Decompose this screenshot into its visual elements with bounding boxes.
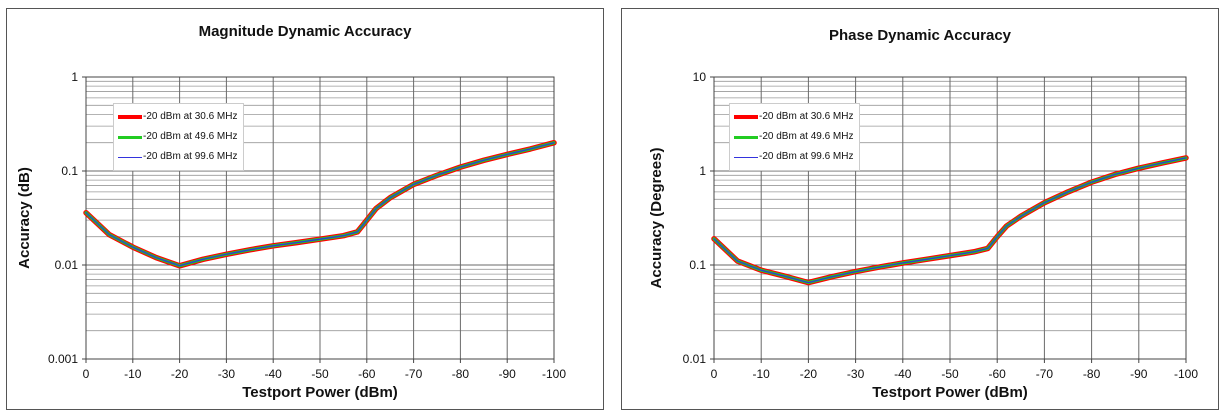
x-tick-label: -10 xyxy=(124,367,142,381)
y-tick-label: 0.1 xyxy=(61,164,78,178)
x-tick-label: -30 xyxy=(847,367,865,381)
y-axis-label: Accuracy (dB) xyxy=(16,167,33,269)
y-tick-label: 1 xyxy=(71,70,78,84)
x-tick-label: -40 xyxy=(265,367,283,381)
legend-label: -20 dBm at 49.6 MHz xyxy=(759,131,854,142)
legend-entry: -20 dBm at 49.6 MHz xyxy=(734,127,853,147)
x-tick-label: -40 xyxy=(894,367,912,381)
x-axis-label: Testport Power (dBm) xyxy=(872,384,1028,401)
x-tick-label: -20 xyxy=(171,367,189,381)
legend-label: -20 dBm at 30.6 MHz xyxy=(759,111,854,122)
y-tick-label: 0.01 xyxy=(55,258,79,272)
phase-chart-plot: 0 -10 -20 -30 -40 -50 -60 -70 -80 -90 -100 10 1 0.1 0.… xyxy=(648,70,1198,401)
x-tick-label: -100 xyxy=(542,367,566,381)
x-tick-label: -10 xyxy=(753,367,771,381)
x-tick-label: -80 xyxy=(452,367,470,381)
phase-chart-panel: Phase Dynamic Accuracy 0 -10 -20 -30 -40 -50 -… xyxy=(621,8,1219,410)
plot-frame xyxy=(713,76,1187,360)
legend-swatch xyxy=(118,156,142,158)
legend-swatch xyxy=(734,156,758,158)
legend-swatch xyxy=(118,135,142,139)
x-axis-label: Testport Power (dBm) xyxy=(242,384,398,401)
y-tick-label: 0.1 xyxy=(689,258,706,272)
legend-entry: -20 dBm at 49.6 MHz xyxy=(118,127,237,147)
y-tick-label: 1 xyxy=(699,164,706,178)
legend-label: -20 dBm at 49.6 MHz xyxy=(143,131,238,142)
x-tick-label: 0 xyxy=(711,367,718,381)
y-axis-label: Accuracy (Degrees) xyxy=(648,148,665,289)
legend-swatch xyxy=(118,115,142,119)
y-tick-label: 0.01 xyxy=(683,352,707,366)
x-tick-label: -20 xyxy=(800,367,818,381)
plot-frame xyxy=(85,76,555,360)
x-tick-label: -100 xyxy=(1174,367,1198,381)
legend-swatch xyxy=(734,135,758,139)
legend-label: -20 dBm at 30.6 MHz xyxy=(143,111,238,122)
x-tick-label: -70 xyxy=(405,367,423,381)
x-tick-label: 0 xyxy=(83,367,90,381)
x-tick-label: -70 xyxy=(1036,367,1054,381)
series-line xyxy=(85,142,555,267)
legend-entry: -20 dBm at 99.6 MHz xyxy=(734,147,853,167)
series-line xyxy=(713,157,1187,284)
legend-label: -20 dBm at 99.6 MHz xyxy=(759,151,854,162)
x-tick-label: -90 xyxy=(1130,367,1148,381)
magnitude-chart-plot: 0 -10 -20 -30 -40 -50 -60 -70 -80 -90 -100 1 0.1 0.01… xyxy=(16,70,566,401)
magnitude-chart-panel: Magnitude Dynamic Accuracy 0 -10 -20 -30 -40… xyxy=(6,8,604,410)
x-tick-label: -60 xyxy=(358,367,376,381)
x-tick-label: -90 xyxy=(499,367,517,381)
legend-entry: -20 dBm at 30.6 MHz xyxy=(734,107,853,127)
legend-label: -20 dBm at 99.6 MHz xyxy=(143,151,238,162)
y-tick-label: 0.001 xyxy=(48,352,78,366)
chart-title: Phase Dynamic Accuracy xyxy=(828,27,1012,44)
legend-entry: -20 dBm at 99.6 MHz xyxy=(118,147,237,167)
chart-title: Magnitude Dynamic Accuracy xyxy=(198,23,412,40)
legend-swatch xyxy=(734,115,758,119)
chart-legend: -20 dBm at 30.6 MHz -20 dBm at 49.6 MHz … xyxy=(729,103,861,171)
x-tick-label: -50 xyxy=(941,367,959,381)
x-tick-label: -80 xyxy=(1083,367,1101,381)
legend-entry: -20 dBm at 30.6 MHz xyxy=(118,107,237,127)
x-tick-label: -60 xyxy=(989,367,1007,381)
y-tick-label: 10 xyxy=(693,70,707,84)
x-tick-label: -30 xyxy=(218,367,236,381)
chart-legend: -20 dBm at 30.6 MHz -20 dBm at 49.6 MHz … xyxy=(113,103,245,171)
x-tick-label: -50 xyxy=(311,367,329,381)
